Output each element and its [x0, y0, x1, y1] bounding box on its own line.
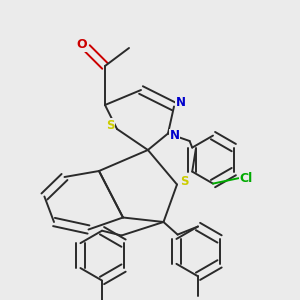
Text: S: S [106, 119, 115, 132]
Text: N: N [176, 96, 186, 110]
Text: Cl: Cl [239, 172, 253, 185]
Text: S: S [180, 175, 189, 188]
Text: N: N [169, 129, 180, 142]
Text: O: O [76, 38, 87, 51]
